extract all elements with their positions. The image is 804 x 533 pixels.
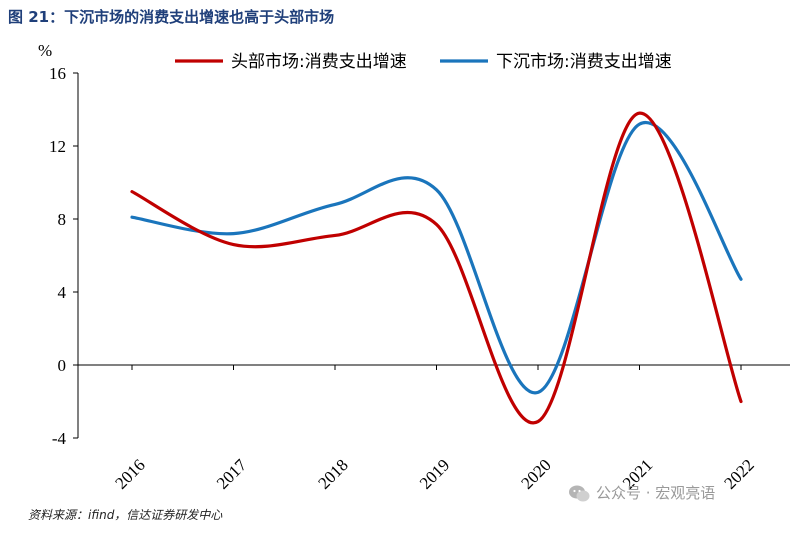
x-tick-label: 2018 <box>314 455 351 492</box>
y-tick-label: 12 <box>49 137 66 156</box>
chart-series <box>130 111 743 425</box>
y-tick-label: 4 <box>58 283 67 302</box>
x-tick-label: 2016 <box>111 455 148 492</box>
wechat-icon <box>569 485 590 501</box>
series-line-top-market <box>130 111 743 425</box>
source-note: 资料来源：ifind，信达证券研发中心 <box>28 508 223 522</box>
watermark-text: 公众号 · 宏观亮语 <box>596 484 716 502</box>
x-tick-label: 2019 <box>416 455 453 492</box>
y-tick-label: 8 <box>58 210 67 229</box>
y-tick-label: 0 <box>58 356 67 375</box>
y-tick-label: 16 <box>49 64 66 83</box>
x-tick-label: 2017 <box>213 455 251 493</box>
x-tick-label: 2022 <box>720 455 757 492</box>
watermark: 公众号 · 宏观亮语 <box>568 482 715 503</box>
y-tick-label: -4 <box>52 429 67 448</box>
legend-label: 头部市场:消费支出增速 <box>231 52 407 72</box>
x-tick-label: 2020 <box>517 455 554 492</box>
series-line-lower-tier-market <box>130 120 743 395</box>
figure-title: 图 21：下沉市场的消费支出增速也高于头部市场 <box>8 8 335 26</box>
chart-legend: 头部市场:消费支出增速 下沉市场:消费支出增速 <box>175 52 672 72</box>
y-axis-label: % <box>38 41 52 60</box>
legend-label: 下沉市场:消费支出增速 <box>496 52 672 72</box>
